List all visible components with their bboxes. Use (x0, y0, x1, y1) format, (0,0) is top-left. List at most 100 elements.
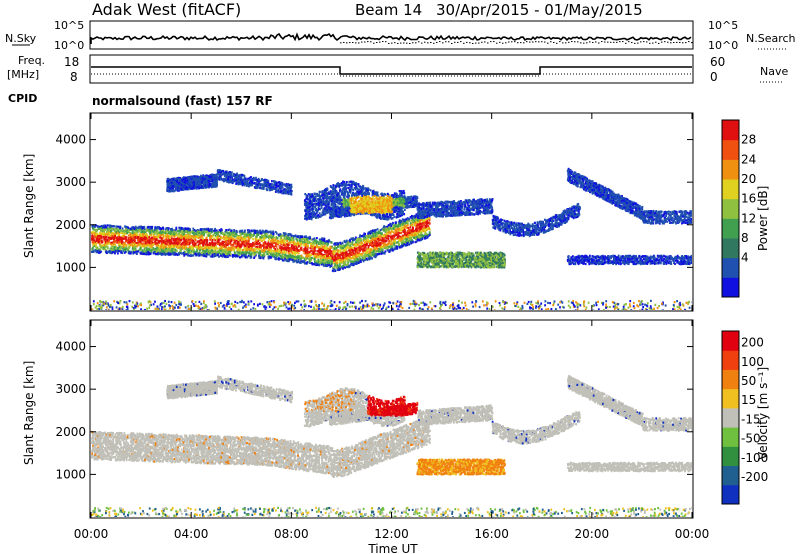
scatter-cell (308, 241, 310, 244)
scatter-cell (318, 264, 320, 267)
scatter-cell (355, 255, 358, 258)
scatter-cell (320, 244, 323, 247)
nsearch-point (559, 41, 561, 43)
scatter-cell (280, 251, 283, 254)
nsearch-point (418, 41, 420, 43)
scatter-cell (416, 239, 419, 242)
scatter-cell (304, 240, 307, 243)
scatter-cell (106, 231, 108, 234)
scatter-cell (316, 263, 319, 266)
scatter-cell (121, 227, 124, 230)
scatter-cell (167, 231, 170, 234)
scatter-cell (113, 247, 116, 250)
scatter-cell (391, 249, 394, 252)
nsearch-point (520, 42, 522, 44)
scatter-cell (279, 236, 282, 239)
scatter-cell (108, 234, 111, 237)
scatter-cell (350, 245, 353, 248)
scatter-cell (241, 229, 244, 232)
scatter-cell (339, 241, 341, 244)
scatter-cell (166, 233, 169, 236)
scatter-cell (248, 253, 251, 256)
scatter-cell (162, 234, 165, 237)
scatter-cell (96, 241, 99, 244)
scatter-cell (162, 236, 165, 239)
scatter-cell (424, 233, 426, 236)
scatter-cell (416, 235, 419, 239)
scatter-cell (322, 243, 325, 246)
scatter-cell (159, 227, 161, 230)
scatter-cell (117, 239, 120, 242)
scatter-cell (95, 239, 98, 242)
scatter-cell (250, 229, 253, 232)
scatter-cell (345, 263, 347, 266)
scatter-cell (241, 250, 244, 253)
scatter-cell (415, 215, 417, 218)
scatter-cell (351, 248, 353, 252)
date-range: 30/Apr/2015 - 01/May/2015 (436, 1, 643, 19)
scatter-cell (176, 253, 179, 256)
scatter-cell (124, 237, 126, 240)
scatter-cell (149, 252, 151, 256)
scatter-cell (367, 245, 370, 248)
scatter-cell (197, 244, 200, 247)
nsearch-point (565, 42, 567, 44)
nsearch-point (613, 41, 615, 43)
scatter-cell (387, 229, 389, 232)
scatter-cell (295, 247, 298, 250)
nsearch-point (646, 41, 648, 43)
scatter-cell (372, 235, 375, 238)
scatter-cell (385, 247, 388, 250)
scatter-cell (381, 237, 384, 240)
scatter-cell (406, 221, 409, 224)
scatter-cell (393, 242, 396, 245)
scatter-cell (138, 248, 141, 251)
scatter-cell (423, 227, 426, 230)
scatter-cell (122, 245, 125, 248)
scatter-cell (214, 249, 216, 252)
nsearch-point (400, 42, 402, 44)
scatter-cell (95, 224, 97, 227)
scatter-cell (155, 252, 158, 256)
scatter-cell (183, 230, 185, 233)
scatter-cell (124, 232, 127, 235)
scatter-cell (335, 266, 338, 269)
scatter-cell (236, 253, 239, 256)
scatter-cell (167, 251, 170, 254)
scatter-cell (367, 246, 370, 249)
scatter-cell (299, 240, 302, 243)
scatter-cell (125, 246, 128, 249)
scatter-cell (342, 251, 344, 254)
scatter-cell (127, 241, 129, 244)
nsearch-point (403, 42, 405, 44)
scatter-cell (140, 230, 143, 233)
scatter-cell (352, 243, 354, 246)
scatter-cell (189, 239, 192, 242)
scatter-cell (143, 242, 146, 245)
nsearch-point (376, 41, 378, 43)
scatter-cell (306, 246, 308, 249)
scatter-cell (184, 247, 186, 250)
scatter-cell (161, 246, 164, 249)
scatter-cell (360, 241, 363, 244)
scatter-cell (99, 239, 102, 242)
scatter-cell (362, 249, 365, 252)
scatter-cell (199, 245, 201, 248)
scatter-cell (334, 259, 337, 262)
scatter-cell (221, 240, 224, 243)
nsearch-point (436, 41, 438, 43)
scatter-cell (352, 246, 355, 249)
scatter-cell (263, 230, 266, 233)
scatter-cell (336, 262, 339, 265)
scatter-cell (181, 247, 184, 250)
scatter-cell (171, 248, 174, 251)
scatter-cell (178, 244, 180, 247)
nsearch-point (688, 41, 690, 43)
scatter-cell (125, 236, 128, 239)
scatter-cell (159, 236, 162, 239)
scatter-cell (347, 259, 350, 262)
nsearch-tick-bottom: 10^0 (708, 39, 738, 52)
scatter-cell (369, 232, 372, 235)
scatter-cell (390, 249, 393, 252)
